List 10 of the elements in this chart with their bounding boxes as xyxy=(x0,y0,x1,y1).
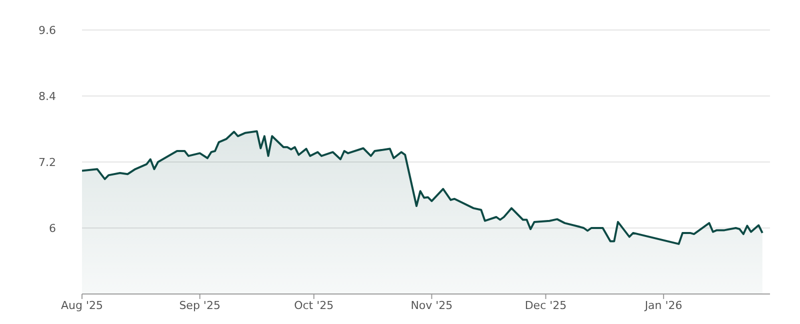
x-tick-label: Oct '25 xyxy=(294,298,334,312)
x-tick-label: Dec '25 xyxy=(524,298,567,312)
x-tick-label: Aug '25 xyxy=(61,298,103,312)
y-tick-label: 8.4 xyxy=(38,90,56,103)
x-tick-label: Nov '25 xyxy=(410,298,453,312)
x-tick-label: Sep '25 xyxy=(179,298,220,312)
x-tick-label: Jan '26 xyxy=(644,298,682,312)
y-tick-label: 7.2 xyxy=(38,156,56,169)
y-tick-label: 6 xyxy=(49,222,56,235)
y-tick-label: 9.6 xyxy=(38,24,56,37)
